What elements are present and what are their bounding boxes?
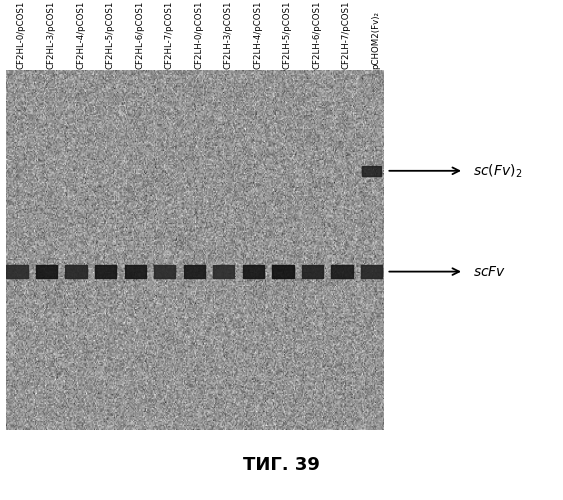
Text: CF2LH-6/pCOS1: CF2LH-6/pCOS1 (312, 0, 321, 69)
Text: $sc(Fv)_2$: $sc(Fv)_2$ (473, 162, 522, 180)
Text: CF2LH-4/pCOS1: CF2LH-4/pCOS1 (253, 0, 262, 69)
Text: pCHOM2(Fv)₂: pCHOM2(Fv)₂ (372, 11, 381, 69)
Text: CF2LH-5/pCOS1: CF2LH-5/pCOS1 (283, 0, 292, 69)
Text: CF2HL-3/pCOS1: CF2HL-3/pCOS1 (47, 0, 56, 69)
Text: CF2HL-4/pCOS1: CF2HL-4/pCOS1 (76, 0, 85, 69)
Text: CF2LH-3/pCOS1: CF2LH-3/pCOS1 (224, 0, 233, 69)
Text: CF2LH-0/pCOS1: CF2LH-0/pCOS1 (194, 0, 203, 69)
Text: CF2HL-7/pCOS1: CF2HL-7/pCOS1 (165, 0, 174, 69)
Text: $scFv$: $scFv$ (473, 264, 506, 278)
Text: ΤИГ. 39: ΤИГ. 39 (243, 456, 320, 474)
Text: CF2HL-0/pCOS1: CF2HL-0/pCOS1 (17, 0, 26, 69)
Text: CF2LH-7/pCOS1: CF2LH-7/pCOS1 (342, 0, 351, 69)
Text: CF2HL-6/pCOS1: CF2HL-6/pCOS1 (135, 0, 144, 69)
Text: CF2HL-5/pCOS1: CF2HL-5/pCOS1 (106, 0, 115, 69)
